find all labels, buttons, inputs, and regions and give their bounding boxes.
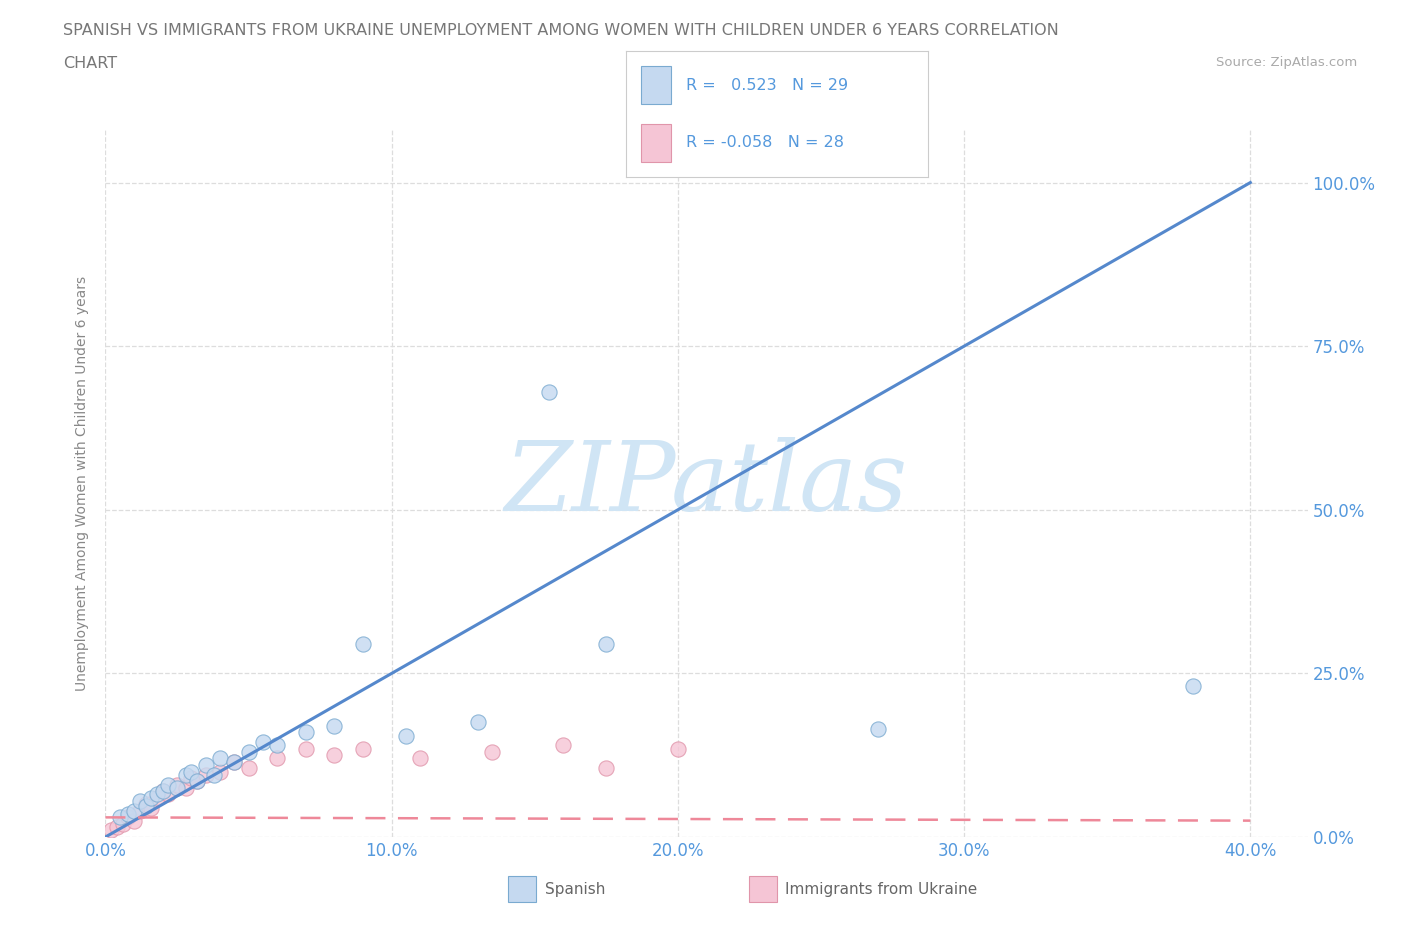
Point [157, 777, 180, 792]
Point [295, 724, 318, 739]
Point [117, 810, 139, 825]
Text: R =   0.523   N = 29: R = 0.523 N = 29 [686, 77, 848, 93]
Point [141, 800, 163, 815]
Point [323, 748, 346, 763]
Point [180, 764, 202, 779]
Point [266, 737, 288, 752]
Point [295, 741, 318, 756]
Point [194, 758, 217, 773]
Point [553, 737, 575, 752]
Point [174, 780, 197, 795]
Point [224, 754, 246, 769]
Point [141, 790, 163, 805]
Point [186, 774, 208, 789]
Point [395, 728, 418, 743]
Point [208, 751, 231, 766]
Point [467, 715, 489, 730]
Text: SPANISH VS IMMIGRANTS FROM UKRAINE UNEMPLOYMENT AMONG WOMEN WITH CHILDREN UNDER : SPANISH VS IMMIGRANTS FROM UKRAINE UNEMP… [63, 23, 1059, 38]
Point [208, 764, 231, 779]
Point [100, 823, 122, 838]
Text: Immigrants from Ukraine: Immigrants from Ukraine [785, 882, 977, 897]
Point [595, 761, 617, 776]
Point [224, 754, 246, 769]
Point [122, 813, 145, 828]
Point [146, 790, 169, 805]
Point [186, 774, 208, 789]
Point [238, 745, 260, 760]
Point [122, 804, 145, 818]
Point [238, 761, 260, 776]
Bar [641, 124, 671, 162]
Point [108, 810, 131, 825]
Bar [641, 66, 671, 104]
Point [352, 636, 374, 651]
Point [128, 804, 150, 818]
Point [166, 777, 188, 792]
Point [157, 787, 180, 802]
Text: Source: ZipAtlas.com: Source: ZipAtlas.com [1216, 56, 1357, 69]
Text: CHART: CHART [63, 56, 117, 71]
Text: Spanish: Spanish [544, 882, 605, 897]
Point [135, 798, 157, 813]
Point [1182, 679, 1205, 694]
Text: ZIPatlas: ZIPatlas [505, 436, 908, 531]
Point [252, 735, 274, 750]
Point [538, 384, 561, 399]
Point [152, 784, 174, 799]
Point [194, 767, 217, 782]
Point [117, 806, 139, 821]
Point [135, 797, 157, 812]
Point [266, 751, 288, 766]
Point [128, 793, 150, 808]
Point [202, 767, 225, 782]
Point [595, 636, 617, 651]
Point [409, 751, 432, 766]
Point [666, 741, 689, 756]
Point [180, 771, 202, 786]
Point [105, 819, 128, 834]
Point [481, 745, 503, 760]
Point [152, 784, 174, 799]
Point [868, 722, 890, 737]
Point [352, 741, 374, 756]
Point [111, 817, 134, 831]
Y-axis label: Unemployment Among Women with Children Under 6 years: Unemployment Among Women with Children U… [76, 276, 90, 691]
Point [166, 780, 188, 795]
Point [174, 767, 197, 782]
Point [146, 787, 169, 802]
Point [323, 718, 346, 733]
Text: R = -0.058   N = 28: R = -0.058 N = 28 [686, 135, 844, 151]
